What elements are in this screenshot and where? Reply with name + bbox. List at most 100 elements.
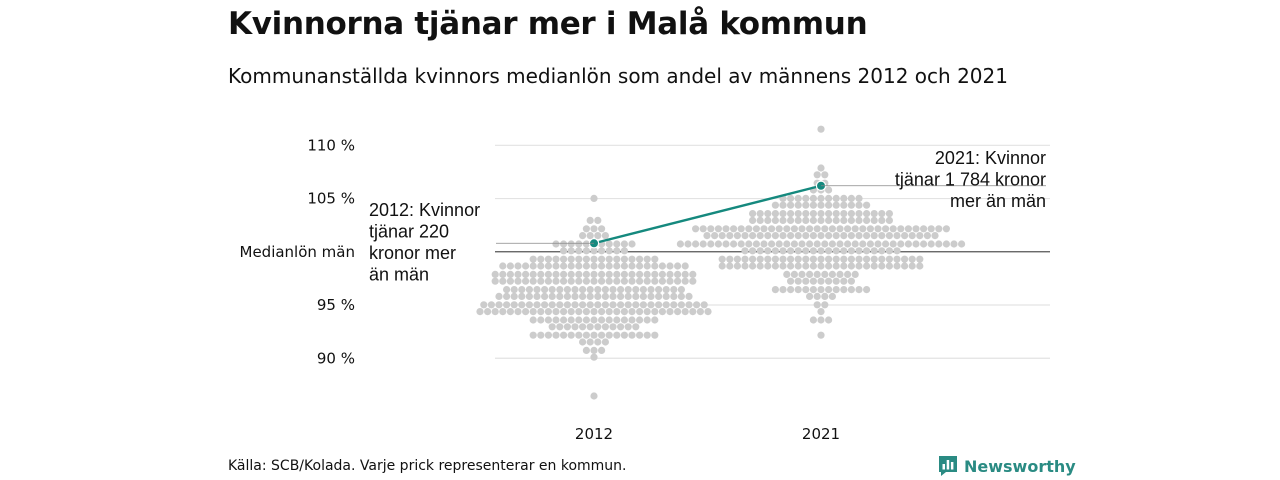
dot-2012 xyxy=(594,216,602,224)
dot-2012 xyxy=(544,262,553,270)
dot-2021 xyxy=(828,240,837,248)
dot-2012 xyxy=(628,316,636,324)
dot-2021 xyxy=(870,262,878,270)
dot-2021 xyxy=(836,270,844,278)
dot-2021 xyxy=(935,225,943,233)
dot-2012 xyxy=(689,270,697,278)
dot-2012 xyxy=(514,270,522,278)
y-tick-label-4: 110 % xyxy=(307,136,355,154)
dot-2021 xyxy=(825,262,833,270)
dot-2012 xyxy=(594,338,602,346)
dot-2012 xyxy=(670,286,678,294)
dot-2012 xyxy=(636,277,644,285)
dot-2012 xyxy=(522,277,530,285)
dot-2021 xyxy=(722,225,730,233)
dot-2021 xyxy=(756,216,764,224)
dot-2012 xyxy=(537,262,545,270)
dot-2012 xyxy=(567,316,575,324)
dot-2021 xyxy=(950,240,958,248)
dot-2021 xyxy=(764,262,772,270)
dot-2012 xyxy=(636,270,644,278)
dot-2021 xyxy=(885,255,894,263)
y-tick-label-1: 95 % xyxy=(317,296,355,314)
dot-2012 xyxy=(529,277,537,285)
dot-2012 xyxy=(628,331,636,339)
dot-2021 xyxy=(821,240,829,248)
dot-2021 xyxy=(908,232,916,240)
dot-2021 xyxy=(737,240,745,248)
dot-2021 xyxy=(790,240,799,248)
dot-2012 xyxy=(655,286,663,294)
dot-2021 xyxy=(847,255,856,263)
dot-2012 xyxy=(582,331,591,339)
dot-2012 xyxy=(544,308,553,316)
dot-2021 xyxy=(885,232,894,240)
dot-2021 xyxy=(958,240,966,248)
dot-2012 xyxy=(594,301,602,309)
brand-logo[interactable]: Newsworthy xyxy=(938,455,1076,477)
dot-2021 xyxy=(817,286,825,294)
dot-2021 xyxy=(794,216,802,224)
dot-2021 xyxy=(855,247,863,255)
dot-2021 xyxy=(676,240,685,248)
dot-2021 xyxy=(832,216,840,224)
dot-2012 xyxy=(510,286,518,294)
dot-2012 xyxy=(563,292,572,300)
dot-2021 xyxy=(779,232,787,240)
dot-2012 xyxy=(643,270,651,278)
dot-2021 xyxy=(840,262,848,270)
dot-2021 xyxy=(893,247,901,255)
dot-2012 xyxy=(601,323,610,331)
dot-2012 xyxy=(525,292,534,300)
dot-2012 xyxy=(674,308,682,316)
dot-2012 xyxy=(537,255,545,263)
dot-2012 xyxy=(563,323,572,331)
dot-2021 xyxy=(741,247,749,255)
dot-2012 xyxy=(598,225,606,233)
dot-2012 xyxy=(567,262,575,270)
dot-2012 xyxy=(605,262,613,270)
dot-2021 xyxy=(825,316,833,324)
dot-2012 xyxy=(613,308,621,316)
dot-2021 xyxy=(794,255,802,263)
dot-2012 xyxy=(594,292,602,300)
dot-2021 xyxy=(828,292,837,300)
dot-2012 xyxy=(537,277,545,285)
dot-2012 xyxy=(620,270,629,278)
dot-2021 xyxy=(787,201,795,209)
dot-2021 xyxy=(802,262,810,270)
dot-2012 xyxy=(601,232,610,240)
y-tick-label-0: 90 % xyxy=(317,349,355,367)
dot-2012 xyxy=(503,292,511,300)
dot-2012 xyxy=(495,301,503,309)
dot-2021 xyxy=(840,232,848,240)
dot-2021 xyxy=(878,232,886,240)
dot-2012 xyxy=(537,308,545,316)
dot-2021 xyxy=(847,201,856,209)
dot-2021 xyxy=(787,255,795,263)
dot-2021 xyxy=(764,216,772,224)
dot-2021 xyxy=(741,262,749,270)
dot-2021 xyxy=(920,240,928,248)
dot-2021 xyxy=(787,216,795,224)
dot-2021 xyxy=(752,240,761,248)
dot-2021 xyxy=(855,255,863,263)
dot-2012 xyxy=(499,270,507,278)
dot-2021 xyxy=(821,171,829,179)
dot-2012 xyxy=(598,255,606,263)
dot-2012 xyxy=(556,323,564,331)
dot-2012 xyxy=(582,277,591,285)
dot-2021 xyxy=(855,262,863,270)
dot-2021 xyxy=(771,247,780,255)
dot-2012 xyxy=(590,346,598,354)
dot-2012 xyxy=(563,286,572,294)
dot-2021 xyxy=(885,247,894,255)
dot-2012 xyxy=(651,277,659,285)
dot-2012 xyxy=(522,308,530,316)
dot-2012 xyxy=(529,316,537,324)
dot-2012 xyxy=(563,301,572,309)
dot-2012 xyxy=(613,270,621,278)
dot-2021 xyxy=(817,232,825,240)
dot-2021 xyxy=(756,232,764,240)
dot-2021 xyxy=(866,225,875,233)
